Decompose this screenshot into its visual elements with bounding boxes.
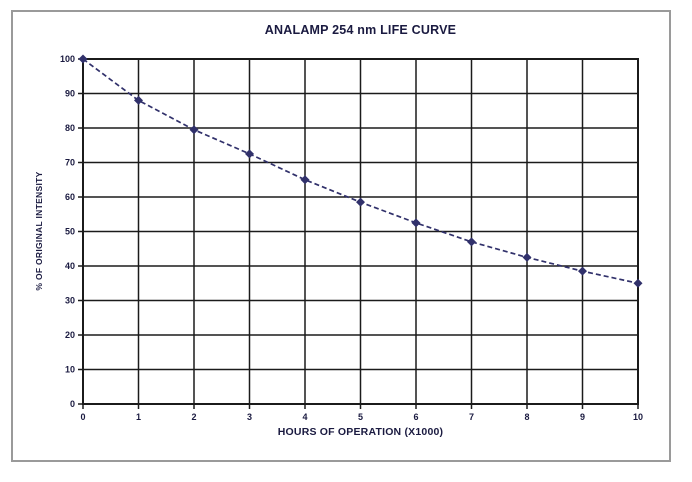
y-tick-label: 40 xyxy=(65,261,75,271)
x-tick-label: 2 xyxy=(191,412,196,422)
plot-border xyxy=(82,58,639,405)
y-tick-label: 70 xyxy=(65,158,75,168)
y-tick-label: 100 xyxy=(60,54,75,64)
x-tick-label: 8 xyxy=(524,412,529,422)
data-point-marker xyxy=(467,237,476,247)
data-point-marker xyxy=(245,149,254,159)
data-point-marker xyxy=(300,175,310,185)
x-tick-label: 3 xyxy=(247,412,252,422)
y-tick-label: 30 xyxy=(65,296,75,306)
x-tick-label: 5 xyxy=(358,412,363,422)
y-tick-label: 90 xyxy=(65,89,75,99)
x-tick-label: 10 xyxy=(633,412,643,422)
chart-title: ANALAMP 254 nm LIFE CURVE xyxy=(264,23,457,37)
y-tick-label: 0 xyxy=(70,399,75,409)
x-tick-label: 0 xyxy=(80,412,85,422)
data-point-marker xyxy=(633,278,643,288)
data-point-marker xyxy=(78,54,88,64)
x-tick-label: 6 xyxy=(413,412,418,422)
data-point-marker xyxy=(578,266,587,276)
data-point-marker xyxy=(189,125,199,135)
data-point-marker xyxy=(356,197,365,207)
x-tick-label: 1 xyxy=(136,412,141,422)
y-tick-label: 50 xyxy=(65,227,75,237)
x-tick-label: 4 xyxy=(302,412,307,422)
y-tick-label: 20 xyxy=(65,330,75,340)
x-tick-label: 7 xyxy=(469,412,474,422)
x-tick-label: 9 xyxy=(580,412,585,422)
data-point-marker xyxy=(411,218,421,228)
y-tick-label: 60 xyxy=(65,192,75,202)
y-tick-label: 80 xyxy=(65,123,75,133)
x-axis-label: HOURS OF OPERATION (X1000) xyxy=(277,426,444,438)
chart-frame: ANALAMP 254 nm LIFE CURVE % OF ORIGINAL … xyxy=(11,10,671,462)
data-point-marker xyxy=(134,95,143,105)
y-tick-label: 10 xyxy=(65,365,75,375)
data-point-marker xyxy=(522,252,532,262)
